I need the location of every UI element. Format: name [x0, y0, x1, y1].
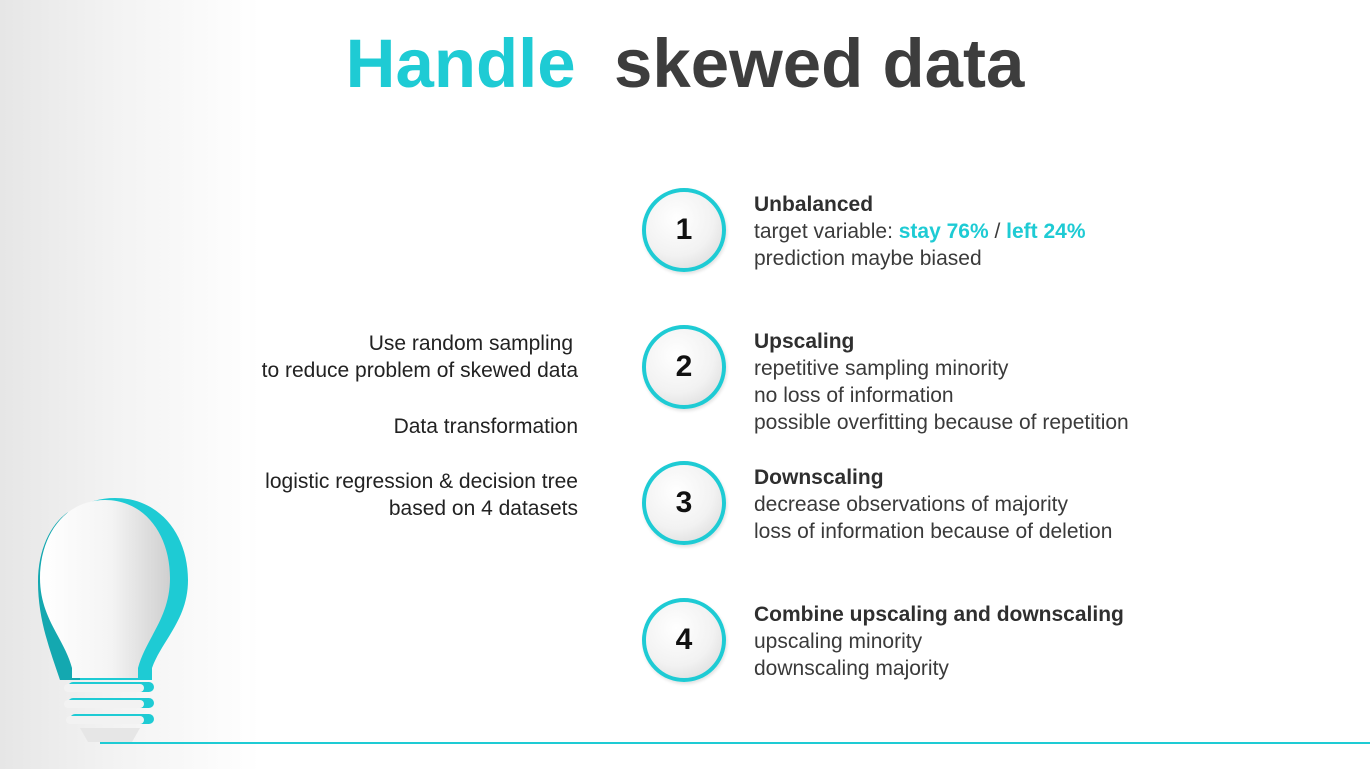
separator: / [988, 220, 1007, 243]
step-line: decrease observations of majority [754, 493, 1068, 516]
step-text: Combine upscaling and downscaling upscal… [754, 601, 1124, 682]
step-line: prediction maybe biased [754, 247, 982, 270]
title-accent: Handle [345, 25, 576, 102]
step-heading: Downscaling [754, 466, 884, 489]
note-line: Use random sampling [368, 332, 573, 355]
step-target-line: target variable: stay 76% / left 24% [754, 218, 1086, 245]
step-line: repetitive sampling minority [754, 357, 1009, 380]
step-heading: Upscaling [754, 330, 855, 353]
step-number-badge: 2 [642, 325, 726, 409]
step-heading: Combine upscaling and downscaling [754, 603, 1124, 626]
stay-percent: stay 76% [898, 220, 989, 243]
step-line: no loss of information [754, 384, 954, 407]
step-number-badge: 1 [642, 188, 726, 272]
step-text: Downscaling decrease observations of maj… [754, 464, 1112, 545]
note-line: based on 4 datasets [388, 497, 578, 520]
title-rest: skewed data [614, 25, 1025, 102]
step-line: upscaling minority [754, 630, 923, 653]
note-sampling: Use random sampling to reduce problem of… [262, 330, 578, 384]
left-percent: left 24% [1006, 220, 1086, 243]
footer-divider [100, 742, 1370, 744]
note-models: logistic regression & decision tree base… [265, 468, 578, 522]
step-text: Unbalanced target variable: stay 76% / l… [754, 191, 1086, 272]
note-transformation: Data transformation [394, 413, 578, 440]
step-line: possible overfitting because of repetiti… [754, 411, 1129, 434]
step-text: Upscaling repetitive sampling minority n… [754, 328, 1129, 436]
step-heading: Unbalanced [754, 193, 874, 216]
slide-title: Handle skewed data [0, 22, 1370, 106]
step-number-badge: 4 [642, 598, 726, 682]
note-line: Data transformation [393, 415, 578, 438]
step-line: downscaling majority [754, 657, 949, 680]
target-prefix: target variable: [754, 220, 899, 243]
step-number-badge: 3 [642, 461, 726, 545]
note-line: to reduce problem of skewed data [261, 359, 578, 382]
lightbulb-icon [38, 498, 188, 742]
step-line: loss of information because of deletion [754, 520, 1113, 543]
note-line: logistic regression & decision tree [265, 470, 578, 493]
